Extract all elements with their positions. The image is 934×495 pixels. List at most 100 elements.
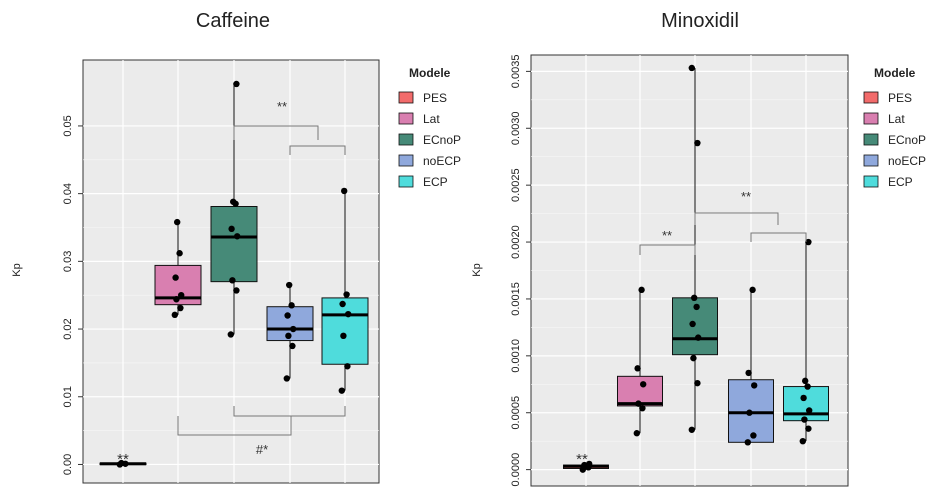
annotation-lat-ecnop: **: [662, 228, 672, 243]
annotation-ecnop: **: [741, 189, 751, 204]
box-noecp: [266, 281, 314, 382]
data-point: [229, 277, 236, 284]
annotation-ecnop: **: [277, 99, 287, 114]
data-point: [343, 291, 350, 298]
legend-swatch: [398, 112, 414, 125]
bracket-noecp-ecp: [750, 232, 807, 242]
y-tick-label: 0.0000: [510, 453, 522, 487]
y-tick-label: 0.0015: [510, 282, 522, 316]
data-point: [118, 459, 125, 467]
y-tick-label: 0.04: [62, 183, 74, 204]
data-point: [633, 430, 640, 437]
legend-minoxidil: Modele PES Lat ECnoP noECP ECP: [863, 66, 926, 189]
bracket-noecp-ecp-bottom: [233, 406, 346, 417]
data-point: [690, 354, 697, 362]
bracket-noecp-ecp-top: [289, 145, 346, 155]
legend-swatch: [863, 91, 879, 104]
data-point: [691, 294, 698, 302]
legend-swatch: [398, 154, 414, 167]
legend-title: Modele: [874, 66, 916, 80]
data-point: [745, 369, 752, 377]
legend-label: noECP: [888, 154, 926, 168]
box-iqr: [321, 297, 369, 365]
data-point: [688, 426, 695, 433]
data-point: [695, 334, 702, 341]
annotation-pes: **: [117, 451, 129, 468]
y-axis-label: Kp: [471, 263, 483, 276]
data-point: [228, 225, 235, 233]
data-point: [750, 432, 757, 439]
data-point: [174, 218, 181, 226]
data-point: [801, 416, 808, 423]
legend-label: PES: [423, 91, 447, 105]
legend-label: Lat: [888, 112, 905, 126]
data-point: [640, 381, 647, 388]
y-tick-label: 0.0025: [510, 168, 522, 202]
bracket-lat-ecnop: [639, 244, 696, 255]
legend-swatch: [863, 112, 879, 125]
bracket-lat: [177, 416, 292, 436]
legend-label: ECnoP: [888, 133, 926, 147]
data-point: [283, 375, 290, 382]
data-point: [581, 461, 588, 469]
data-point: [284, 312, 291, 319]
annotations: ** ** #*: [117, 99, 346, 468]
legend-swatch: [863, 175, 879, 188]
data-point: [178, 291, 185, 299]
box-pes: [99, 459, 147, 468]
data-point: [744, 439, 751, 446]
chart-title: Caffeine: [196, 10, 270, 32]
data-point: [227, 331, 234, 338]
legend-swatch: [398, 175, 414, 188]
data-point: [290, 325, 297, 333]
y-axis-ticks: 0.00 0.01 0.02 0.03 0.04 0.05: [62, 115, 83, 475]
legend-label: Lat: [423, 112, 440, 126]
box-ecp: [321, 187, 369, 394]
data-point: [639, 404, 646, 412]
box-ecnop: [210, 80, 258, 338]
boxes: [563, 64, 829, 473]
data-point: [172, 274, 179, 281]
legend-swatch: [863, 133, 879, 146]
data-point: [230, 198, 237, 205]
data-point: [338, 387, 345, 394]
data-point: [805, 425, 812, 432]
data-point: [746, 409, 753, 416]
data-point: [176, 250, 183, 257]
data-point: [289, 342, 296, 350]
box-noecp: [728, 286, 774, 446]
legend-label: noECP: [423, 154, 461, 168]
data-point: [804, 383, 811, 390]
legend-caffeine: Modele PES Lat ECnoP noECP ECP: [398, 66, 461, 189]
data-point: [799, 437, 806, 445]
data-point: [694, 379, 701, 387]
box-iqr: [783, 386, 829, 422]
legend-label: ECP: [423, 175, 448, 189]
box-ecp: [783, 238, 829, 445]
box-pes: [563, 460, 609, 473]
data-point: [805, 238, 812, 246]
annotation-pes: **: [576, 451, 588, 468]
data-point: [177, 304, 184, 312]
data-point: [635, 400, 642, 407]
caffeine-chart: Caffeine 0.00 0.01 0.02 0.03 0.04 0.05 Kp ** …: [11, 10, 380, 484]
data-point: [688, 64, 695, 72]
annotations: ** ** **: [576, 189, 807, 468]
data-point: [233, 287, 240, 294]
data-point: [234, 233, 241, 240]
bracket-ecnop: [233, 125, 319, 140]
y-axis-ticks: 0.0000 0.0005 0.0010 0.0015 0.0020 0.0025 0.00…: [510, 55, 531, 487]
data-point: [288, 302, 295, 309]
box-ecnop: [672, 64, 718, 433]
legend-label: ECnoP: [423, 133, 461, 147]
data-point: [339, 300, 346, 308]
bracket-ecnop: [694, 212, 779, 225]
box-lat: [154, 218, 202, 319]
data-point: [638, 286, 645, 294]
y-tick-label: 0.0005: [510, 396, 522, 430]
y-tick-label: 0.02: [62, 318, 74, 339]
y-tick-label: 0.05: [62, 115, 74, 136]
chart-title: Minoxidil: [661, 10, 739, 32]
y-tick-label: 0.01: [62, 386, 74, 407]
